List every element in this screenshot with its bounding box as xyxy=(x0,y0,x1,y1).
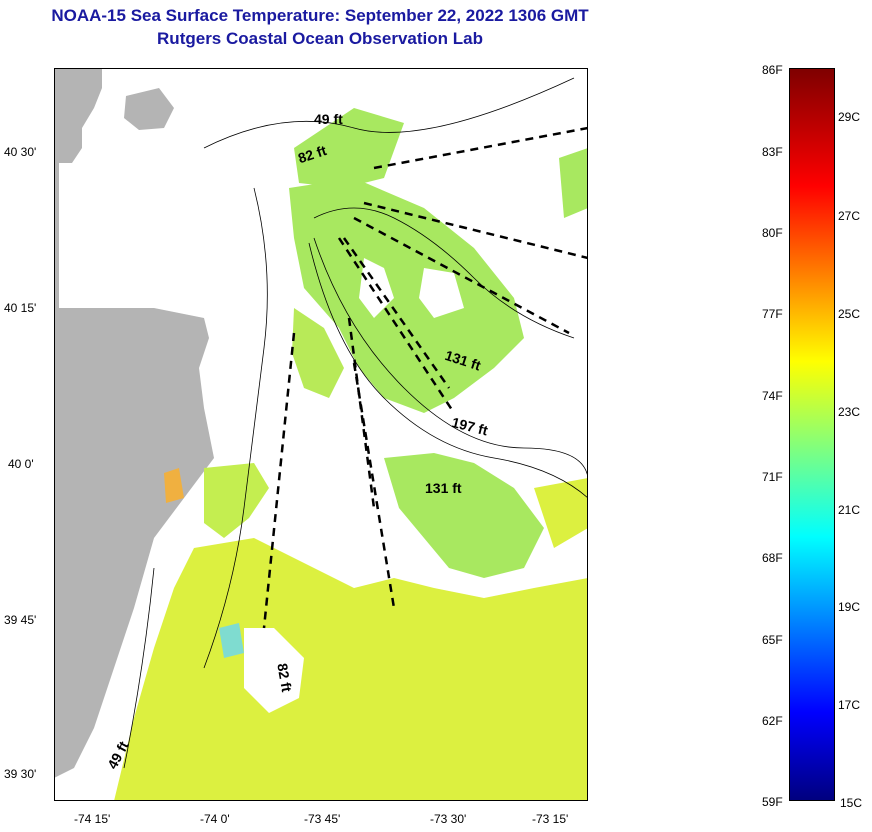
colorbar-f-label: 59F xyxy=(762,795,783,809)
colorbar-c-label: 25C xyxy=(838,307,861,321)
map-title: NOAA-15 Sea Surface Temperature: Septemb… xyxy=(51,6,589,25)
temperature-colorbar xyxy=(789,68,835,801)
colorbar-c-label: 21C xyxy=(838,503,861,517)
y-tick-label: 40 0' xyxy=(8,457,34,471)
colorbar-f-label: 74F xyxy=(762,389,783,403)
depth-contours xyxy=(123,77,588,769)
x-tick-label: -74 0' xyxy=(200,812,230,826)
map-subtitle: Rutgers Coastal Ocean Observation Lab xyxy=(157,29,483,48)
colorbar-f-label: 86F xyxy=(762,63,783,77)
colorbar-f-label: 80F xyxy=(762,226,783,240)
lease-lines xyxy=(262,126,588,629)
depth-label-131ft-south: 131 ft xyxy=(425,480,462,496)
y-tick-label: 39 45' xyxy=(4,613,37,627)
x-tick-label: -73 45' xyxy=(304,812,341,826)
land xyxy=(54,68,214,778)
colorbar-c-label: 27C xyxy=(838,209,861,223)
colorbar-c-label: 29C xyxy=(838,110,861,124)
sst-field xyxy=(114,108,588,801)
colorbar-c-label: 15C xyxy=(840,796,863,810)
sst-map xyxy=(54,68,588,801)
y-tick-label: 39 30' xyxy=(4,767,37,781)
colorbar-f-label: 62F xyxy=(762,714,783,728)
y-tick-label: 40 15' xyxy=(4,301,37,315)
colorbar-f-label: 68F xyxy=(762,551,783,565)
colorbar-c-label: 23C xyxy=(838,405,861,419)
land-north xyxy=(124,88,174,130)
x-tick-label: -73 30' xyxy=(430,812,467,826)
y-tick-label: 40 30' xyxy=(4,145,37,159)
colorbar-c-label: 19C xyxy=(838,600,861,614)
colorbar-f-label: 77F xyxy=(762,307,783,321)
x-tick-label: -74 15' xyxy=(74,812,111,826)
depth-label-49ft-north: 49 ft xyxy=(314,111,343,127)
colorbar-f-label: 83F xyxy=(762,145,783,159)
colorbar-c-label: 17C xyxy=(838,698,861,712)
colorbar-f-label: 65F xyxy=(762,633,783,647)
colorbar-f-label: 71F xyxy=(762,470,783,484)
x-tick-label: -73 15' xyxy=(532,812,569,826)
